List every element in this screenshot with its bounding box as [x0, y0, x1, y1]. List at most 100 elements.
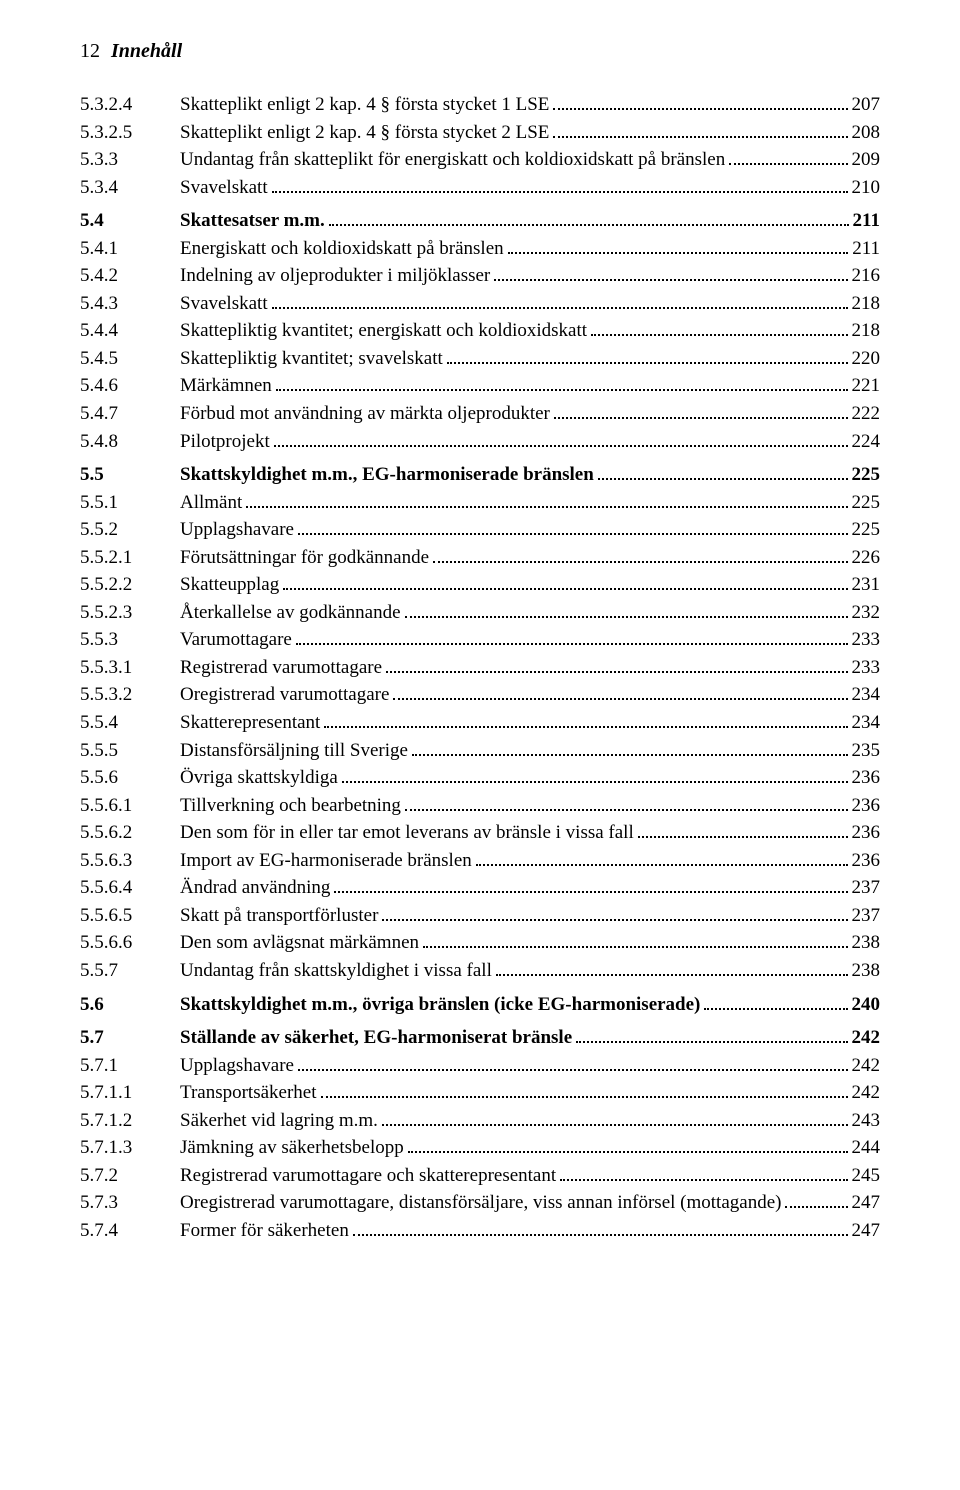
- toc-row: 5.4.6Märkämnen221: [80, 372, 880, 400]
- toc-entry-number: 5.5.2.3: [80, 599, 180, 627]
- toc-entry-title: Återkallelse av godkännande: [180, 599, 401, 627]
- toc-entry-title: Svavelskatt: [180, 174, 268, 202]
- toc-leader-dots: [283, 578, 847, 590]
- toc-entry-title-wrap: Jämkning av säkerhetsbelopp244: [180, 1134, 880, 1162]
- toc-row: 5.4.7Förbud mot användning av märkta olj…: [80, 400, 880, 428]
- toc-entry-title: Former för säkerheten: [180, 1217, 349, 1245]
- toc-entry-number: 5.4.1: [80, 235, 180, 263]
- toc-entry-title: Undantag från skattskyldighet i vissa fa…: [180, 957, 492, 985]
- toc-leader-dots: [353, 1223, 848, 1235]
- toc-entry-number: 5.5.6.6: [80, 929, 180, 957]
- toc-entry-number: 5.5.3.2: [80, 681, 180, 709]
- toc-leader-dots: [508, 241, 849, 253]
- toc-leader-dots: [412, 743, 848, 755]
- toc-row: 5.5.3Varumottagare233: [80, 626, 880, 654]
- toc-entry-title: Import av EG-harmoniserade bränslen: [180, 847, 472, 875]
- toc-leader-dots: [298, 1058, 848, 1070]
- toc-entry-title-wrap: Upplagshavare225: [180, 516, 880, 544]
- toc-entry-title-wrap: Säkerhet vid lagring m.m.243: [180, 1107, 880, 1135]
- toc-entry-title: Allmänt: [180, 489, 242, 517]
- toc-entry-number: 5.4.4: [80, 317, 180, 345]
- toc-entry-title: Skatteplikt enligt 2 kap. 4 § första sty…: [180, 119, 549, 147]
- toc-entry-page: 236: [852, 819, 881, 847]
- toc-entry-title-wrap: Förutsättningar för godkännande226: [180, 544, 880, 572]
- toc-row: 5.5.7Undantag från skattskyldighet i vis…: [80, 957, 880, 985]
- toc-entry-page: 207: [852, 91, 881, 119]
- toc-entry-page: 237: [852, 874, 881, 902]
- toc-row: 5.5.2.2Skatteupplag231: [80, 571, 880, 599]
- toc-entry-title: Svavelskatt: [180, 290, 268, 318]
- toc-leader-dots: [382, 1113, 848, 1125]
- toc-entry-title: Skatteplikt enligt 2 kap. 4 § första sty…: [180, 91, 549, 119]
- toc-row: 5.7.4Former för säkerheten247: [80, 1217, 880, 1245]
- toc-entry-title: Oregistrerad varumottagare: [180, 681, 389, 709]
- toc-entry-number: 5.5.4: [80, 709, 180, 737]
- toc-entry-number: 5.5.6.2: [80, 819, 180, 847]
- toc-entry-title-wrap: Övriga skattskyldiga236: [180, 764, 880, 792]
- toc-entry-title: Distansförsäljning till Sverige: [180, 737, 408, 765]
- toc-entry-number: 5.7.3: [80, 1189, 180, 1217]
- toc-leader-dots: [423, 936, 847, 948]
- toc-leader-dots: [298, 523, 848, 535]
- toc-entry-number: 5.5.6.4: [80, 874, 180, 902]
- toc-row: 5.4.1Energiskatt och koldioxidskatt på b…: [80, 235, 880, 263]
- toc-entry-title: Pilotprojekt: [180, 428, 270, 456]
- toc-leader-dots: [276, 379, 848, 391]
- toc-entry-number: 5.7.1.3: [80, 1134, 180, 1162]
- toc-entry-title-wrap: Energiskatt och koldioxidskatt på bränsl…: [180, 235, 880, 263]
- toc-row: 5.5.1Allmänt225: [80, 489, 880, 517]
- toc-entry-title: Skattepliktig kvantitet; energiskatt och…: [180, 317, 587, 345]
- toc-entry-page: 245: [852, 1162, 881, 1190]
- toc-entry-title: Skattskyldighet m.m., EG-harmoniserade b…: [180, 461, 594, 489]
- toc-entry-title: Skatterepresentant: [180, 709, 320, 737]
- toc-row: 5.5.6.5Skatt på transportförluster237: [80, 902, 880, 930]
- toc-entry-title: Tillverkning och bearbetning: [180, 792, 401, 820]
- toc-entry-page: 210: [852, 174, 881, 202]
- toc-entry-page: 244: [852, 1134, 881, 1162]
- toc-leader-dots: [729, 153, 847, 165]
- toc-row: 5.5.4Skatterepresentant 234: [80, 709, 880, 737]
- toc-entry-page: 220: [852, 345, 881, 373]
- toc-entry-page: 247: [852, 1217, 881, 1245]
- toc-entry-title-wrap: Undantag från skatteplikt för energiskat…: [180, 146, 880, 174]
- page-number: 12: [80, 40, 100, 62]
- toc-row: 5.7.1.1Transportsäkerhet242: [80, 1079, 880, 1107]
- toc-row: 5.4.5Skattepliktig kvantitet; svavelskat…: [80, 345, 880, 373]
- toc-entry-page: 208: [852, 119, 881, 147]
- toc-entry-number: 5.5.6.1: [80, 792, 180, 820]
- toc-entry-title-wrap: Skattepliktig kvantitet; svavelskatt220: [180, 345, 880, 373]
- toc-entry-number: 5.3.4: [80, 174, 180, 202]
- toc-row: 5.7.2Registrerad varumottagare och skatt…: [80, 1162, 880, 1190]
- toc-entry-title: Skattesatser m.m.: [180, 207, 325, 235]
- toc-row: 5.4.3Svavelskatt218: [80, 290, 880, 318]
- toc-row: 5.4.4Skattepliktig kvantitet; energiskat…: [80, 317, 880, 345]
- toc-entry-number: 5.5.2: [80, 516, 180, 544]
- toc-leader-dots: [342, 771, 848, 783]
- toc-entry-number: 5.5.3: [80, 626, 180, 654]
- toc-row: 5.5.5Distansförsäljning till Sverige235: [80, 737, 880, 765]
- toc-row: 5.4.2Indelning av oljeprodukter i miljök…: [80, 262, 880, 290]
- toc-entry-title-wrap: Distansförsäljning till Sverige235: [180, 737, 880, 765]
- toc-leader-dots: [296, 633, 848, 645]
- toc-entry-number: 5.4.5: [80, 345, 180, 373]
- toc-entry-number: 5.4.2: [80, 262, 180, 290]
- toc-entry-page: 218: [852, 317, 881, 345]
- page-header: 12 Innehåll: [80, 40, 880, 63]
- toc-row: 5.5.6.3Import av EG-harmoniserade bränsl…: [80, 847, 880, 875]
- toc-row: 5.7.1.3Jämkning av säkerhetsbelopp244: [80, 1134, 880, 1162]
- toc-leader-dots: [496, 964, 848, 976]
- toc-entry-page: 234: [852, 709, 881, 737]
- toc-entry-number: 5.3.3: [80, 146, 180, 174]
- toc-entry-number: 5.3.2.4: [80, 91, 180, 119]
- toc-row: 5.5.3.1Registrerad varumottagare233: [80, 654, 880, 682]
- toc-leader-dots: [324, 716, 847, 728]
- toc-entry-page: 236: [852, 847, 881, 875]
- toc-entry-page: 221: [852, 372, 881, 400]
- toc-entry-title-wrap: Oregistrerad varumottagare, distansförsä…: [180, 1189, 880, 1217]
- toc-entry-number: 5.7: [80, 1024, 180, 1052]
- toc-row: 5.3.4Svavelskatt 210: [80, 174, 880, 202]
- toc-entry-title-wrap: Undantag från skattskyldighet i vissa fa…: [180, 957, 880, 985]
- toc-entry-page: 225: [852, 516, 881, 544]
- toc-leader-dots: [382, 908, 847, 920]
- toc-entry-title-wrap: Skattskyldighet m.m., övriga bränslen (i…: [180, 991, 880, 1019]
